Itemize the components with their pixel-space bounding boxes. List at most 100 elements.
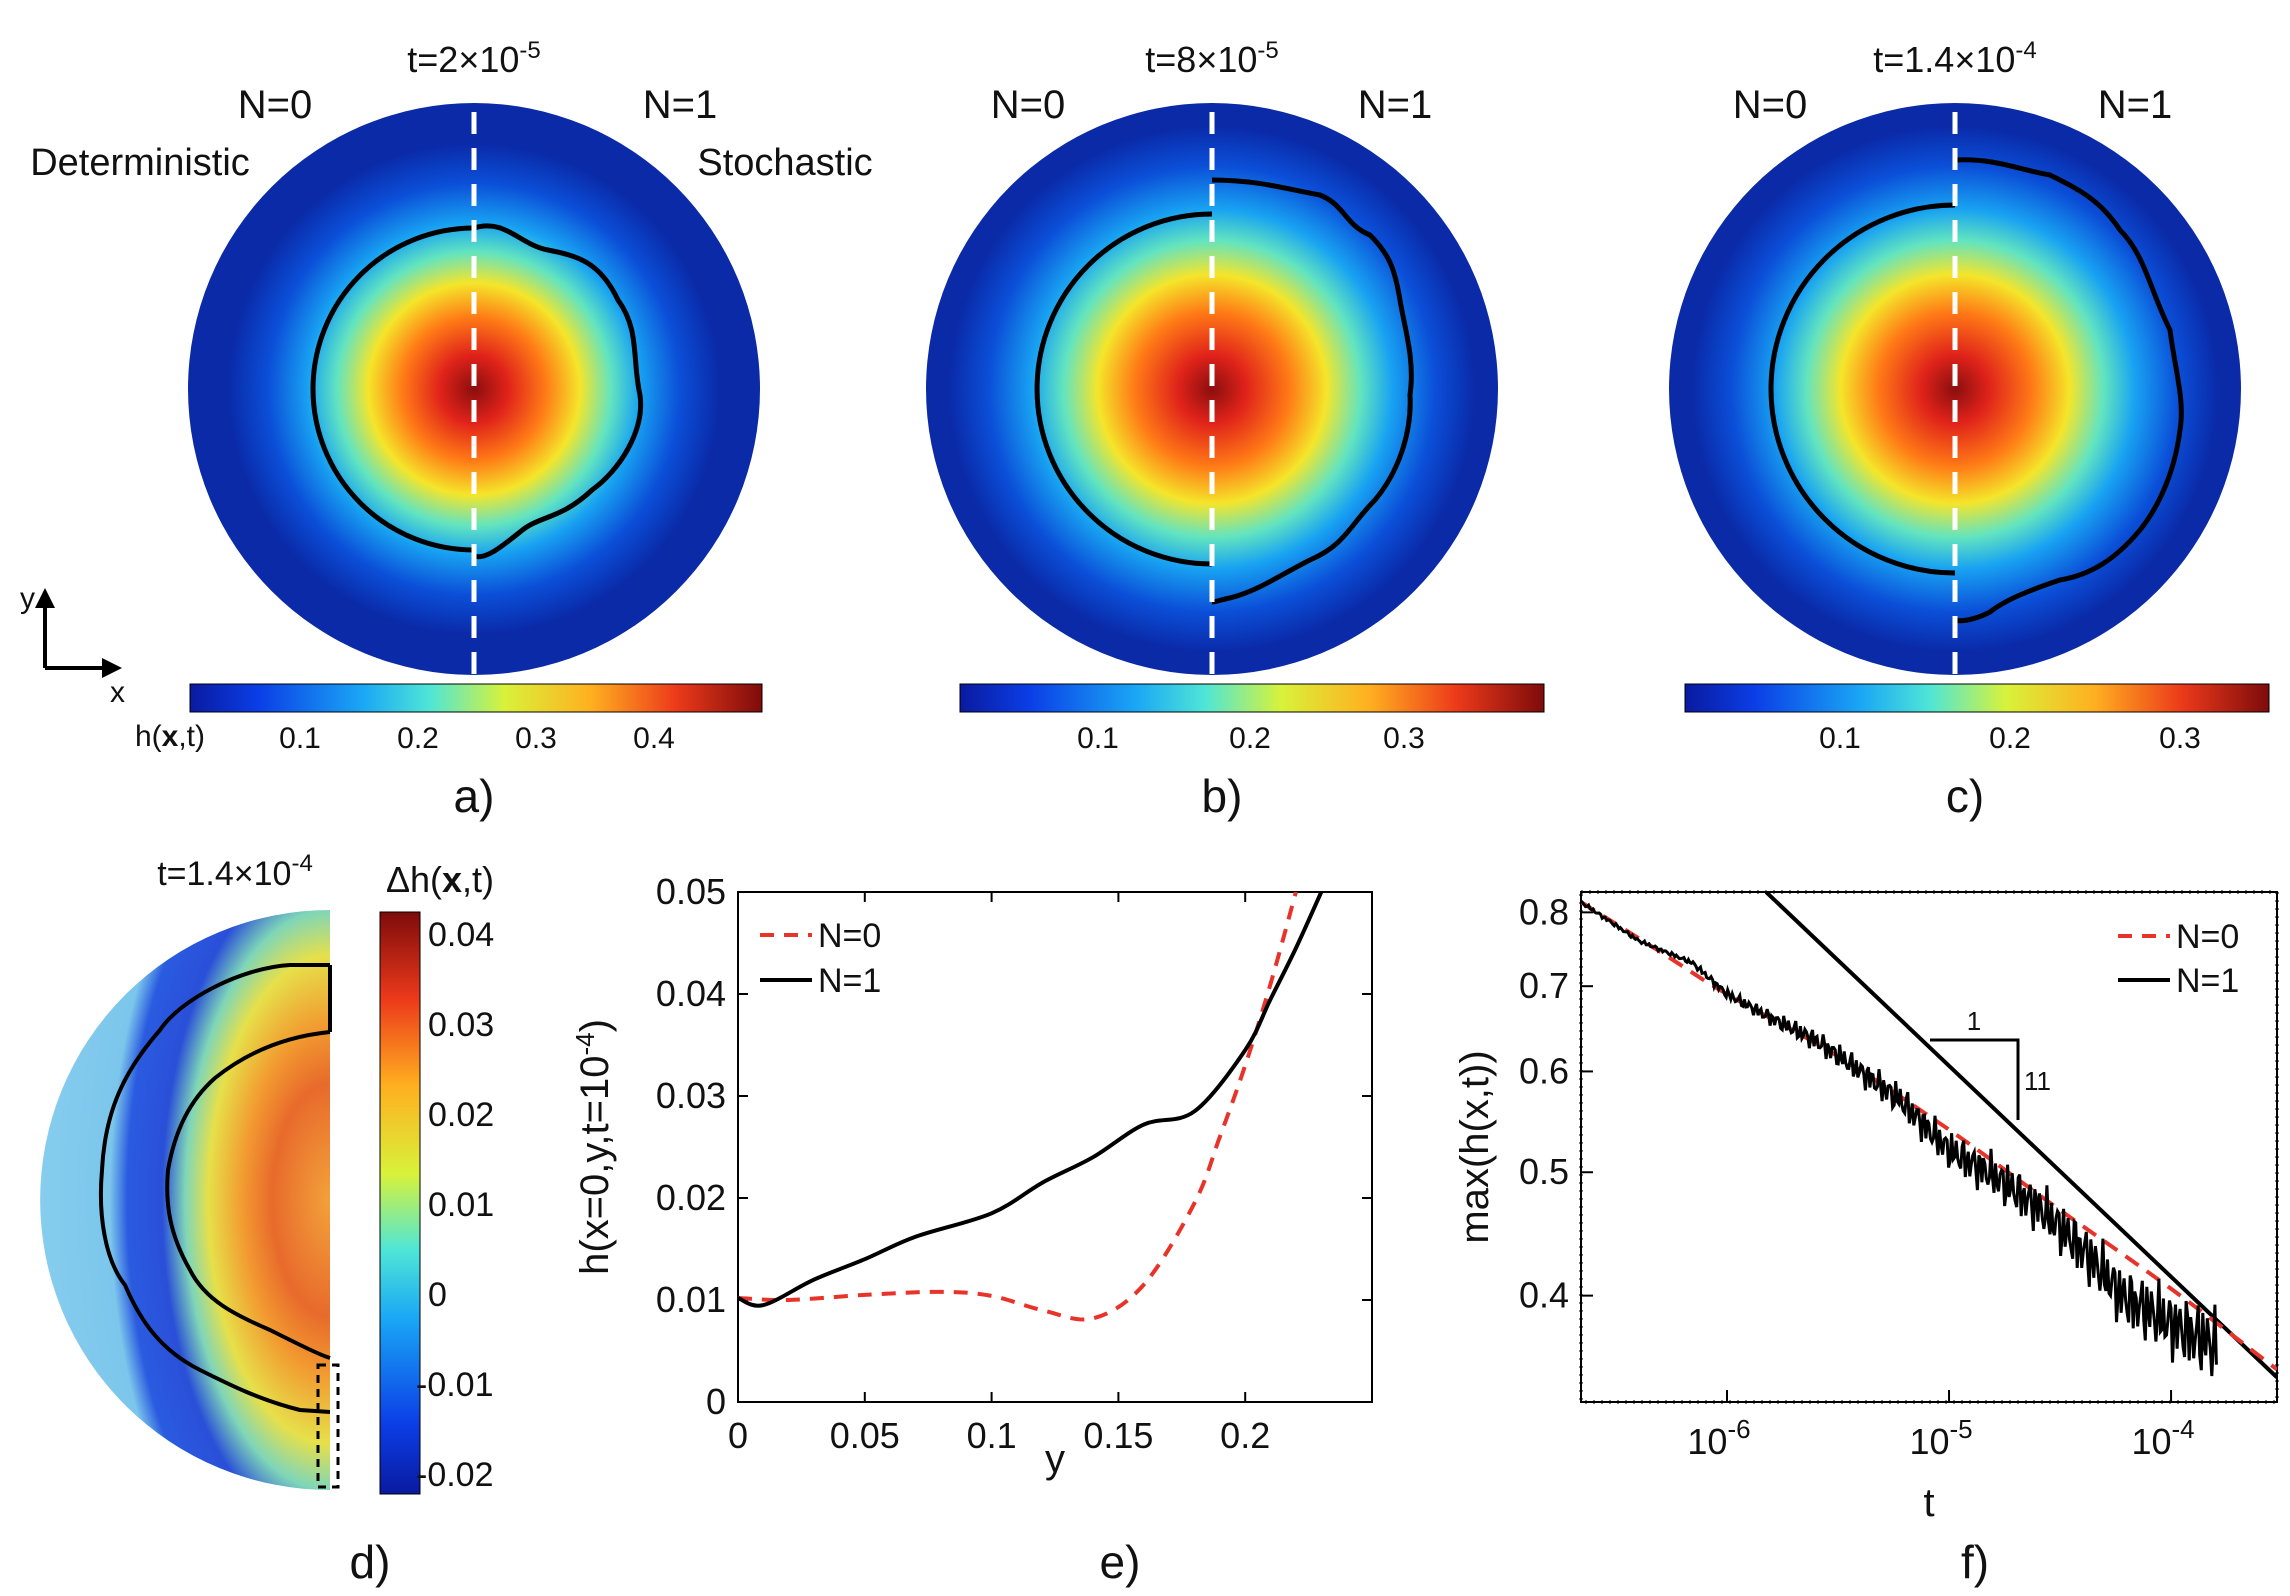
slope-rise-label-f: 11 xyxy=(2024,1066,2051,1096)
x-tick-label-e: 0.05 xyxy=(830,1415,900,1456)
colorbar-tick-c: 0.3 xyxy=(2159,722,2201,755)
time-label-c: t=1.4×10-4 xyxy=(1873,37,2036,80)
panel-label-c: c) xyxy=(1946,770,1984,822)
contour-stochastic-b xyxy=(1211,177,1414,605)
deterministic-caption: Deterministic xyxy=(30,142,250,184)
plot-frame-f-minor xyxy=(1579,890,2279,1404)
y-tick-label-f: 0.7 xyxy=(1519,965,1569,1006)
contour-outer-d xyxy=(98,963,331,1414)
series-line-n1-f xyxy=(1581,899,2218,1377)
x-tick-label-f: 10-5 xyxy=(1909,1414,1972,1462)
series-line-n1-e xyxy=(738,892,1324,1308)
colorbar-tick-a: 0.3 xyxy=(515,722,557,755)
panel-label-d: d) xyxy=(350,1536,391,1588)
colorbar-tick-b: 0.1 xyxy=(1077,722,1119,755)
colorbar-tick-d: 0.01 xyxy=(428,1186,494,1224)
legend-label-n0-f: N=0 xyxy=(2176,918,2239,956)
left-label-a: N=0 xyxy=(238,83,313,127)
chart-e: 0 0.05 0.1 0.15 0.2 0 0.01 0.02 0.03 0.04 0.05 N=0… xyxy=(570,871,1373,1588)
y-tick-label-e: 0.05 xyxy=(656,871,726,912)
slope-run-label-f: 1 xyxy=(1967,1006,1981,1036)
slope-triangle-lines-f xyxy=(1930,1038,2020,1120)
legend-label-n0-e: N=0 xyxy=(818,917,881,955)
panel-c: t=1.4×10-4 N=0 N=1 0.1 0.2 0.3 c) xyxy=(1669,37,2270,822)
x-tick-label-e: 0.15 xyxy=(1083,1415,1153,1456)
legend-e: N=0 N=1 xyxy=(760,917,881,1000)
xy-axes-icon: y x xyxy=(20,582,125,709)
legend-f: N=0 N=1 xyxy=(2118,918,2239,1000)
y-tick-label-e: 0.04 xyxy=(656,973,726,1014)
stochastic-caption: Stochastic xyxy=(697,142,872,184)
y-axis-label-f: max(h(x,t)) xyxy=(1453,1050,1497,1243)
panel-label-f: f) xyxy=(1961,1536,1989,1588)
x-axis-label-f: t xyxy=(1923,1481,1934,1525)
colorbar-tick-d: 0.03 xyxy=(428,1006,494,1044)
x-tick-label-f: 10-6 xyxy=(1687,1414,1750,1462)
axis-icon-x: x xyxy=(110,676,125,709)
series-line-n0-f xyxy=(1581,900,2277,1372)
x-axis-label-e: y xyxy=(1045,1437,1065,1481)
difference-field-d xyxy=(40,910,330,1490)
field-disk-a xyxy=(188,103,760,675)
panel-label-e: e) xyxy=(1100,1536,1141,1588)
y-tick-label-f: 0.4 xyxy=(1519,1275,1569,1316)
right-label-a: N=1 xyxy=(643,83,718,127)
left-label-b: N=0 xyxy=(991,83,1066,127)
time-label-d: t=1.4×10-4 xyxy=(157,850,313,893)
y-tick-label-f: 0.5 xyxy=(1519,1151,1569,1192)
y-tick-label-e: 0.01 xyxy=(656,1279,726,1320)
series-line-n0-e xyxy=(738,892,1298,1322)
axis-icon-y: y xyxy=(20,582,35,615)
colorbar-tick-d: 0.02 xyxy=(428,1096,494,1134)
panel-label-b: b) xyxy=(1202,770,1243,822)
colorbar-title-a: h(x,t) xyxy=(135,720,205,753)
contour-stochastic-a xyxy=(473,223,644,560)
time-label-b: t=8×10-5 xyxy=(1145,37,1278,80)
y-tick-label-e: 0.02 xyxy=(656,1177,726,1218)
x-tick-label-e: 0 xyxy=(728,1415,748,1456)
colorbar-title-d: Δh(x,t) xyxy=(386,859,494,900)
right-label-b: N=1 xyxy=(1358,83,1433,127)
plot-frame-e xyxy=(737,891,1373,1403)
y-axis-label-e: h(x=0,y,t=10-4) xyxy=(570,1019,617,1275)
left-label-c: N=0 xyxy=(1733,83,1808,127)
field-disk-c xyxy=(1669,103,2241,675)
y-tick-label-f: 0.8 xyxy=(1519,891,1569,932)
colorbar-tick-a: 0.1 xyxy=(279,722,321,755)
y-tick-label-f: 0.6 xyxy=(1519,1050,1569,1091)
colorbar-tick-d: -0.01 xyxy=(416,1366,494,1404)
ticks-f: 10-6 10-5 10-4 0.8 0.7 0.6 0.5 0.4 xyxy=(1519,891,2195,1462)
panel-label-a: a) xyxy=(454,770,495,822)
y-tick-label-e: 0 xyxy=(706,1381,726,1422)
contour-deterministic-a xyxy=(310,225,475,553)
right-label-c: N=1 xyxy=(2098,83,2173,127)
colorbar-tick-b: 0.3 xyxy=(1383,722,1425,755)
x-tick-label-e: 0.1 xyxy=(967,1415,1017,1456)
chart-f: 10-6 10-5 10-4 0.8 0.7 0.6 0.5 0.4 1 11 N=0 N=1… xyxy=(1453,890,2279,1588)
colorbar-tick-c: 0.2 xyxy=(1989,722,2031,755)
y-tick-label-e: 0.03 xyxy=(656,1075,726,1116)
contour-stochastic-c xyxy=(1954,157,2184,624)
panel-b: t=8×10-5 N=0 N=1 0.1 0.2 0.3 b) xyxy=(926,37,1545,822)
colorbar-c xyxy=(1684,683,2270,713)
colorbar-a xyxy=(189,683,763,713)
colorbar-tick-d: -0.02 xyxy=(416,1456,494,1494)
legend-label-n1-f: N=1 xyxy=(2176,962,2239,1000)
x-tick-label-e: 0.2 xyxy=(1220,1415,1270,1456)
slope-triangle-f: 1 11 xyxy=(1930,1006,2051,1120)
legend-label-n1-e: N=1 xyxy=(818,962,881,1000)
colorbar-tick-d: 0.04 xyxy=(428,916,494,954)
colorbar-b xyxy=(959,683,1545,713)
contour-deterministic-b xyxy=(1034,211,1213,567)
time-label-a: t=2×10-5 xyxy=(407,37,540,80)
x-tick-label-f: 10-4 xyxy=(2131,1414,2194,1462)
colorbar-tick-a: 0.2 xyxy=(397,722,439,755)
contour-inner-d xyxy=(165,1030,331,1360)
colorbar-tick-c: 0.1 xyxy=(1819,722,1861,755)
panel-d: t=1.4×10-4 Δh(x,t) 0.04 0.03 0.02 0.01 0… xyxy=(40,850,494,1588)
ticks-e: 0 0.05 0.1 0.15 0.2 0 0.01 0.02 0.03 0.04 0.05 xyxy=(656,871,1372,1456)
slope-reference-line-f xyxy=(1764,892,2277,1379)
colorbar-tick-d: 0 xyxy=(428,1276,447,1314)
colorbar-d xyxy=(379,911,421,1495)
